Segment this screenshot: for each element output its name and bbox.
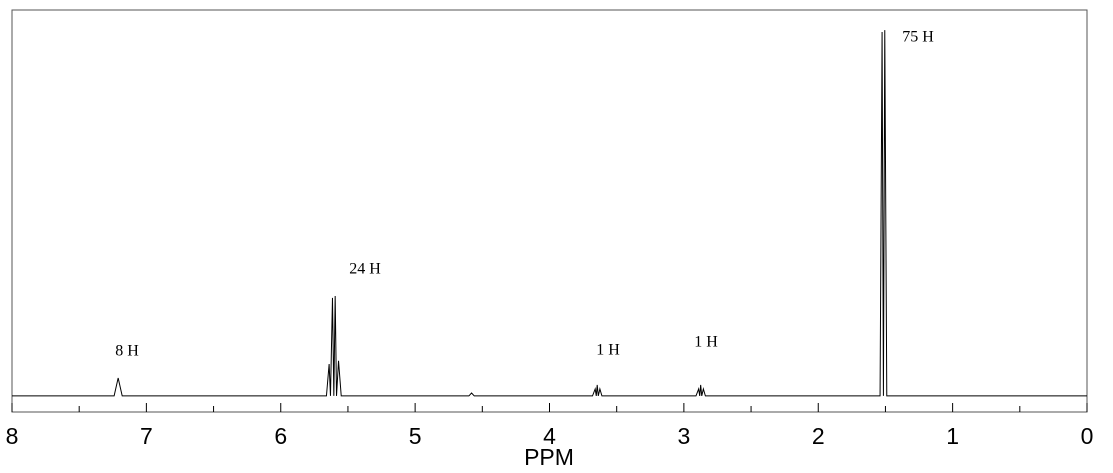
x-axis-label: PPM [524, 444, 574, 470]
spectrum-line [12, 30, 1087, 397]
x-tick-label: 5 [409, 423, 422, 449]
x-tick-label: 3 [677, 423, 690, 449]
x-tick-label: 0 [1081, 423, 1094, 449]
x-tick-label: 2 [812, 423, 825, 449]
x-tick-label: 4 [543, 423, 556, 449]
x-tick-label: 6 [274, 423, 287, 449]
x-tick-label: 8 [6, 423, 19, 449]
plot-frame [11, 9, 1088, 413]
peak-annotation: 8 H [115, 343, 139, 360]
peak-annotation: 24 H [349, 261, 381, 278]
x-tick-label: 1 [946, 423, 959, 449]
peak-annotation: 75 H [902, 29, 934, 46]
peak-annotation: 1 H [694, 334, 718, 351]
x-tick-label: 7 [140, 423, 153, 449]
peak-annotation: 1 H [596, 342, 620, 359]
